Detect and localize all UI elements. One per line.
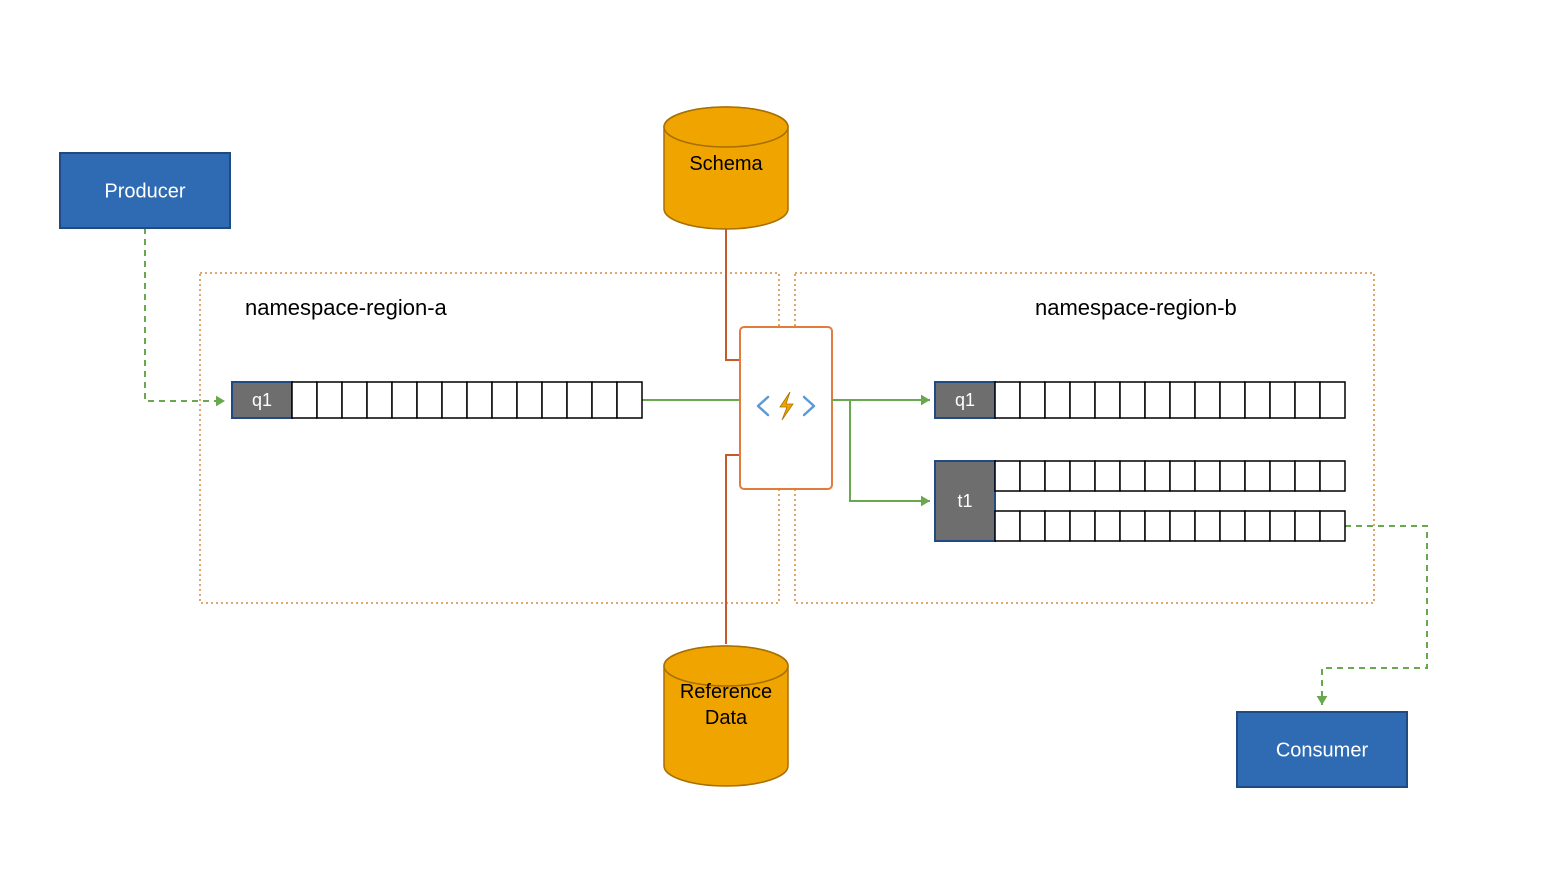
queue-b-q1-cell <box>1070 382 1095 418</box>
queue-b-q1-cell <box>1295 382 1320 418</box>
topic-b-t1-row2-cell <box>1045 511 1070 541</box>
queue-a-q1-cell <box>317 382 342 418</box>
topic-b-t1-row1-cell <box>1095 461 1120 491</box>
queue-a-q1-cell <box>292 382 317 418</box>
edge-func-to-t1b <box>850 400 930 501</box>
queue-a-q1-cell <box>442 382 467 418</box>
queue-b-q1-cell <box>1320 382 1345 418</box>
topic-b-t1-row2-cell <box>1145 511 1170 541</box>
queue-b-q1-cell <box>1045 382 1070 418</box>
queue-a-q1-cell <box>392 382 417 418</box>
topic-b-t1-row2-cell <box>1295 511 1320 541</box>
namespace-region-a <box>200 273 779 603</box>
queue-b-q1-cell <box>1145 382 1170 418</box>
queue-b-q1-cell <box>1245 382 1270 418</box>
queue-a-q1-cell <box>617 382 642 418</box>
queue-b-q1-cell <box>1170 382 1195 418</box>
topic-b-t1-row2-cell <box>1220 511 1245 541</box>
queue-b-q1-cell <box>1220 382 1245 418</box>
function-box <box>740 327 832 489</box>
topic-b-t1-row2-cell <box>995 511 1020 541</box>
schema-db-label: Schema <box>689 153 763 175</box>
topic-b-t1-row1-cell <box>1245 461 1270 491</box>
queue-a-q1-cell <box>467 382 492 418</box>
queue-b-q1-label: q1 <box>955 390 975 410</box>
consumer-label: Consumer <box>1276 740 1369 762</box>
topic-b-t1-row1-cell <box>1170 461 1195 491</box>
edge-t1b-to-consumer <box>1322 526 1427 705</box>
namespace-region-b <box>795 273 1374 603</box>
topic-b-t1-row1-cell <box>1270 461 1295 491</box>
arrowhead <box>921 395 930 406</box>
queue-b-q1-cell <box>1270 382 1295 418</box>
arrowhead <box>216 396 225 407</box>
namespace-region-a-title: namespace-region-a <box>245 295 448 320</box>
queue-a-q1-cell <box>342 382 367 418</box>
topic-b-t1-row2-cell <box>1270 511 1295 541</box>
topic-b-t1-row2-cell <box>1170 511 1195 541</box>
topic-b-t1-row1-cell <box>1045 461 1070 491</box>
namespace-region-b-title: namespace-region-b <box>1035 295 1237 320</box>
queue-a-q1-cell <box>542 382 567 418</box>
queue-a-q1-cell <box>417 382 442 418</box>
topic-b-t1-row1-cell <box>1145 461 1170 491</box>
queue-b-q1-cell <box>1120 382 1145 418</box>
queue-a-q1-cell <box>492 382 517 418</box>
topic-b-t1-row2-cell <box>1120 511 1145 541</box>
edge-producer-to-qa <box>145 228 225 401</box>
refdata-db-label-2: Data <box>705 707 748 729</box>
queue-b-q1-cell <box>1095 382 1120 418</box>
queue-a-q1-cell <box>592 382 617 418</box>
topic-b-t1-row1-cell <box>995 461 1020 491</box>
topic-b-t1-label: t1 <box>957 491 972 511</box>
topic-b-t1-row2-cell <box>1245 511 1270 541</box>
topic-b-t1-row1-cell <box>1220 461 1245 491</box>
queue-b-q1-cell <box>995 382 1020 418</box>
topic-b-t1-row1-cell <box>1020 461 1045 491</box>
arrowhead <box>921 496 930 507</box>
topic-b-t1-row2-cell <box>1195 511 1220 541</box>
topic-b-t1-row2-cell <box>1020 511 1045 541</box>
topic-b-t1-row1-cell <box>1295 461 1320 491</box>
topic-b-t1-row2-cell <box>1320 511 1345 541</box>
queue-b-q1-cell <box>1020 382 1045 418</box>
refdata-db-label-1: Reference <box>680 681 772 703</box>
queue-a-q1-cell <box>517 382 542 418</box>
queue-a-q1-cell <box>567 382 592 418</box>
arrowhead <box>1317 696 1328 705</box>
queue-b-q1-cell <box>1195 382 1220 418</box>
topic-b-t1-row1-cell <box>1320 461 1345 491</box>
topic-b-t1-row2-cell <box>1095 511 1120 541</box>
topic-b-t1-row2-cell <box>1070 511 1095 541</box>
producer-label: Producer <box>104 181 185 203</box>
topic-b-t1-row1-cell <box>1070 461 1095 491</box>
queue-a-q1-cell <box>367 382 392 418</box>
topic-b-t1-row1-cell <box>1195 461 1220 491</box>
topic-b-t1-row1-cell <box>1120 461 1145 491</box>
queue-a-q1-label: q1 <box>252 390 272 410</box>
